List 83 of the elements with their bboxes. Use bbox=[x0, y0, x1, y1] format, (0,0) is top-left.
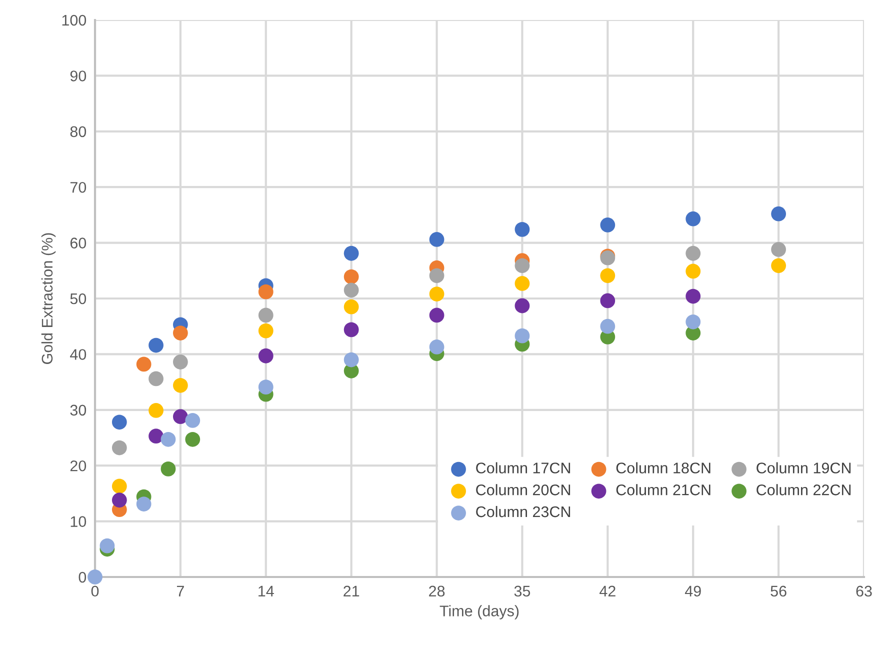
point bbox=[172, 354, 188, 370]
x-tick-label: 35 bbox=[514, 586, 530, 597]
x-tick-label: 0 bbox=[91, 586, 99, 597]
x-tick-label: 49 bbox=[684, 586, 701, 597]
legend-label: Column 22CN bbox=[756, 484, 851, 496]
point bbox=[686, 211, 701, 226]
point bbox=[600, 293, 616, 308]
point bbox=[771, 206, 786, 222]
point bbox=[771, 242, 786, 257]
point bbox=[88, 570, 102, 584]
point bbox=[771, 258, 786, 274]
point bbox=[429, 268, 444, 284]
legend-label: Column 18CN bbox=[616, 462, 710, 474]
point bbox=[344, 282, 359, 298]
y-tick-label: 50 bbox=[70, 293, 86, 304]
point bbox=[600, 268, 616, 284]
y-tick-label: 30 bbox=[70, 404, 86, 416]
x-tick-label: 14 bbox=[258, 586, 274, 596]
point bbox=[112, 478, 127, 494]
y-tick-label: 0 bbox=[78, 572, 86, 583]
point bbox=[600, 218, 616, 232]
point bbox=[514, 298, 530, 314]
point bbox=[514, 276, 530, 291]
point bbox=[185, 432, 200, 447]
point bbox=[148, 338, 164, 353]
x-tick-label: 42 bbox=[600, 586, 616, 596]
point bbox=[258, 380, 274, 395]
point bbox=[148, 428, 164, 444]
point bbox=[185, 413, 200, 428]
x-tick-label: 28 bbox=[429, 586, 445, 597]
point bbox=[160, 461, 176, 476]
point bbox=[136, 356, 152, 372]
x-tick-label: 7 bbox=[176, 586, 184, 596]
point bbox=[344, 322, 359, 338]
y-tick-label: 80 bbox=[70, 126, 86, 138]
point bbox=[148, 371, 164, 386]
point bbox=[429, 232, 444, 247]
y-tick-label: 20 bbox=[70, 460, 86, 472]
y-tick-label: 10 bbox=[70, 516, 86, 527]
point bbox=[258, 348, 274, 364]
point bbox=[429, 308, 444, 323]
legend-label: Column 21CN bbox=[616, 484, 710, 496]
point bbox=[112, 492, 127, 508]
x-axis-title: Time (days) bbox=[440, 605, 519, 620]
legend-label: Column 20CN bbox=[476, 484, 570, 496]
x-tick-label: 21 bbox=[344, 586, 360, 596]
point bbox=[600, 318, 616, 334]
y-tick-label: 90 bbox=[70, 70, 86, 82]
point bbox=[429, 286, 444, 302]
point bbox=[344, 352, 359, 368]
y-tick-label: 60 bbox=[70, 238, 86, 248]
point bbox=[514, 258, 530, 274]
y-tick-label: 70 bbox=[70, 182, 86, 193]
point bbox=[686, 246, 701, 261]
y-axis-title: Gold Extraction (%) bbox=[41, 233, 56, 364]
point bbox=[686, 314, 701, 330]
point bbox=[429, 340, 444, 354]
point bbox=[344, 299, 359, 314]
point bbox=[172, 326, 188, 340]
point bbox=[514, 222, 530, 237]
y-tick-label: 100 bbox=[62, 14, 86, 26]
point bbox=[514, 328, 530, 344]
legend-label: Column 23CN bbox=[476, 506, 570, 518]
x-tick-label: 63 bbox=[856, 586, 872, 597]
point bbox=[100, 538, 115, 554]
legend-label: Column 19CN bbox=[756, 462, 851, 474]
point bbox=[686, 264, 701, 279]
point bbox=[686, 288, 701, 304]
legend-label: Column 17CN bbox=[476, 462, 570, 474]
y-tick-label: 40 bbox=[70, 349, 86, 360]
point bbox=[112, 440, 127, 456]
point bbox=[258, 323, 274, 338]
point bbox=[112, 414, 127, 430]
point bbox=[344, 246, 359, 261]
point bbox=[258, 308, 274, 323]
point bbox=[136, 496, 152, 512]
point bbox=[258, 284, 274, 300]
point bbox=[148, 403, 164, 418]
point bbox=[344, 269, 359, 284]
point bbox=[160, 432, 176, 447]
point bbox=[172, 378, 188, 393]
point bbox=[172, 409, 188, 424]
x-tick-label: 56 bbox=[770, 586, 786, 597]
